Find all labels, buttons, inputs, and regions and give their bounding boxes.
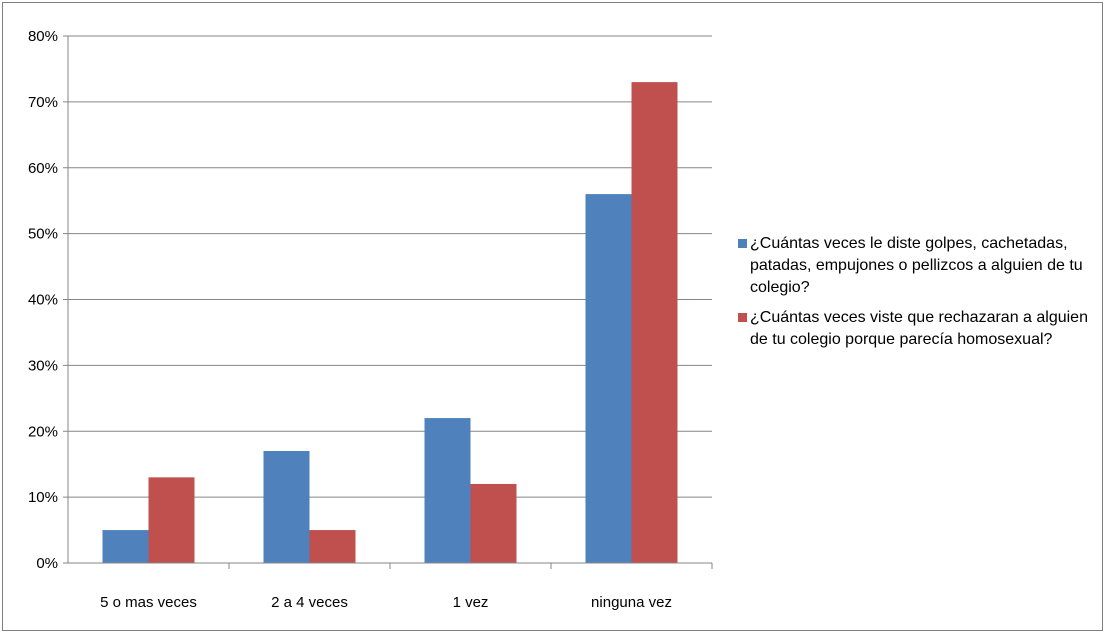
y-tick-label: 80% [28,28,58,45]
bar-series-1 [263,451,310,563]
legend-swatch-series-2 [738,313,747,322]
y-tick-labels: 0% 10% 20% 30% 40% 50% 60% 70% 80% [28,28,58,572]
bar-series-2 [631,82,678,564]
bar-series-1 [424,418,471,563]
bar-series-1 [102,530,149,563]
legend-swatch-series-1 [738,239,747,248]
bar-series-2 [470,483,517,563]
y-tick-label: 10% [28,489,58,506]
y-tick-label: 60% [28,160,58,177]
x-tick-label: 2 a 4 veces [271,594,348,611]
axes [63,35,713,569]
legend-label-series-2: ¿Cuántas veces viste que rechazaran a al… [750,309,1088,348]
x-tick-label: 1 vez [453,594,489,611]
bar-series-1 [585,194,632,563]
bar-series-2 [309,530,356,563]
legend: ¿Cuántas veces le diste golpes, cachetad… [738,233,1100,359]
x-tick-labels: 5 o mas veces 2 a 4 veces 1 vez ninguna vez [100,594,672,611]
y-tick-label: 30% [28,357,58,374]
y-tick-label: 40% [28,292,58,309]
x-tick-label: ninguna vez [591,594,672,611]
bars [102,82,678,564]
x-tick-label: 5 o mas veces [100,594,197,611]
legend-item-series-2: ¿Cuántas veces viste que rechazaran a al… [738,307,1100,351]
y-tick-label: 20% [28,423,58,440]
y-tick-label: 0% [36,555,58,572]
legend-item-series-1: ¿Cuántas veces le diste golpes, cachetad… [738,233,1100,299]
y-tick-label: 70% [28,94,58,111]
bar-series-2 [148,477,195,563]
legend-label-series-1: ¿Cuántas veces le diste golpes, cachetad… [750,235,1083,296]
y-tick-label: 50% [28,226,58,243]
